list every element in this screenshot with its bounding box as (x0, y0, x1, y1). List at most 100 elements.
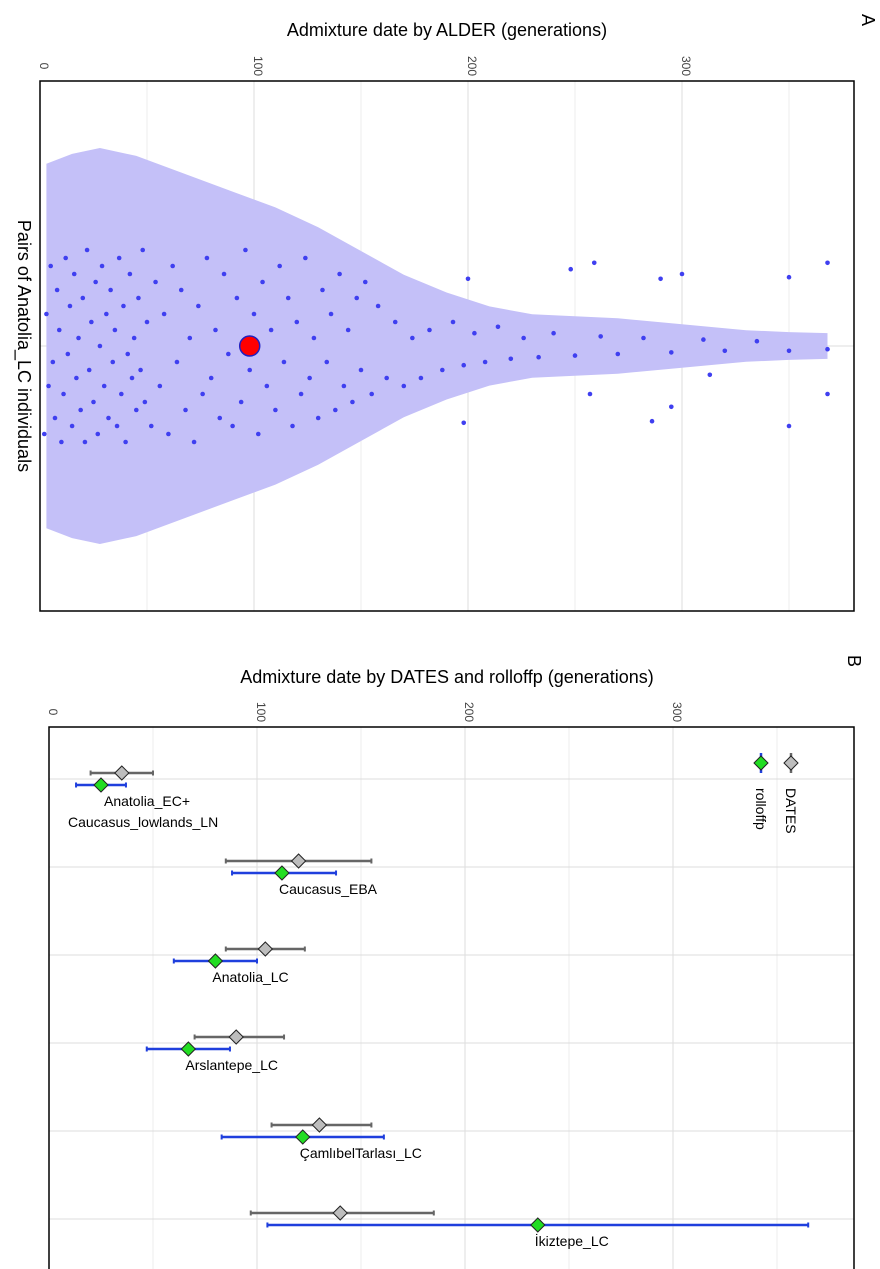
group-label: Caucasus_EBA (279, 881, 378, 897)
panel-a-point (95, 431, 101, 437)
panel-a-point (196, 303, 201, 309)
panel-a-point (658, 276, 663, 282)
panel-a-point (701, 337, 706, 342)
panel-a-point (127, 271, 133, 277)
point-dates (257, 941, 274, 957)
point-rolloffp (274, 865, 290, 881)
panel-a-point (174, 359, 180, 365)
panel-a-tick-label: 200 (465, 56, 479, 76)
point-dates (311, 1117, 328, 1133)
panel-a-point (153, 279, 158, 285)
point-dates (332, 1205, 348, 1221)
panel-a-point (679, 271, 685, 277)
point-rolloffp (207, 953, 224, 969)
legend-key-rolloffp (753, 755, 769, 771)
panel-a-point (148, 423, 154, 429)
panel-a-point (230, 423, 235, 429)
panel-a-tick-label: 300 (679, 56, 693, 76)
point-dates (290, 853, 307, 869)
group-label: ÇamlıbelTarlası_LC (300, 1145, 422, 1161)
panel-b-frame (48, 726, 855, 1269)
panel-a-point (183, 407, 188, 413)
panel-a-point (217, 415, 223, 421)
panel-a-point (213, 327, 218, 333)
panel-a-point (129, 375, 135, 381)
point-dates (228, 1029, 244, 1045)
panel-a-point (277, 263, 282, 269)
panel-a-point (285, 295, 291, 301)
panel-a-point (572, 353, 578, 358)
group-label: Anatolia_LC (212, 969, 288, 985)
group-label: İkiztepe_LC (535, 1232, 609, 1249)
panel-a-point (303, 255, 308, 261)
panel-a-point (337, 271, 342, 277)
panel-a-point (67, 303, 73, 309)
panel-a-point (298, 391, 304, 397)
panel-a-point (106, 415, 111, 421)
panel-a-letter: A (858, 14, 878, 26)
panel-a-point (82, 439, 88, 445)
panel-a-point (251, 311, 257, 317)
panel-a-point (255, 431, 261, 437)
panel-a-point (226, 351, 231, 357)
point-dates (114, 765, 130, 781)
panel-a-point (144, 319, 150, 325)
panel-a-point (328, 311, 334, 317)
panel-a-point (84, 247, 90, 253)
panel-a-point (521, 335, 526, 341)
panel-a-point (41, 431, 47, 437)
panel-a-point (108, 287, 113, 293)
panel-a-point (104, 311, 109, 317)
panel-a-point (260, 279, 265, 285)
panel-b: B Admixture date by DATES and rolloffp (… (46, 655, 864, 1269)
panel-a-point (91, 399, 96, 405)
panel-a-point (99, 263, 105, 269)
panel-b-tick-labels: 0 100 200 300 (46, 702, 684, 722)
panel-b-group-labels: Anatolia_EC+ Caucasus_lowlands_LN Caucasus… (68, 793, 609, 1249)
panel-a-violin (46, 148, 828, 544)
panel-a-point (669, 404, 674, 410)
panel-a-point (101, 383, 107, 389)
panel-a-point (114, 423, 120, 429)
panel-a-point (786, 348, 792, 354)
panel-a-point (273, 407, 278, 413)
panel-a-point (825, 391, 830, 397)
panel-a-point (551, 330, 556, 336)
panel-a-tick-label: 100 (251, 56, 265, 76)
panel-b-tick-label: 0 (46, 709, 60, 716)
panel-a-point (465, 276, 471, 282)
panel-a-point (461, 420, 467, 426)
panel-a-point (472, 330, 477, 336)
panel-a: A Admixture date by ALDER (generations) … (13, 14, 878, 612)
panel-a-point (178, 287, 184, 293)
panel-a-point (669, 350, 674, 355)
panel-a-point (350, 399, 355, 405)
panel-a-point (234, 295, 240, 301)
panel-a-point (384, 375, 389, 381)
panel-a-point (65, 351, 71, 357)
panel-a-point (568, 266, 574, 272)
panel-a-point (754, 338, 760, 344)
panel-a-tick-label: 0 (37, 63, 51, 70)
panel-a-point (238, 399, 244, 405)
panel-a-point (354, 295, 360, 301)
panel-a-point (482, 359, 488, 365)
panel-b-tick-label: 200 (462, 702, 476, 722)
panel-a-point (52, 415, 58, 421)
panel-a-point (110, 359, 116, 365)
panel-b-letter: B (844, 655, 864, 667)
panel-a-point (362, 279, 368, 285)
panel-b-grid (49, 727, 854, 1269)
panel-a-point (119, 391, 124, 397)
panel-a-point (615, 351, 621, 357)
group-label: Arslantepe_LC (185, 1057, 278, 1073)
panel-a-point (427, 327, 432, 333)
panel-a-point (358, 367, 364, 373)
panel-a-point (707, 372, 713, 378)
panel-a-point (71, 271, 77, 277)
panel-a-point (290, 423, 295, 429)
group-label: Anatolia_EC+ (104, 793, 190, 809)
panel-a-point (125, 351, 131, 357)
panel-a-point (641, 335, 646, 341)
panel-a-point (247, 367, 253, 373)
